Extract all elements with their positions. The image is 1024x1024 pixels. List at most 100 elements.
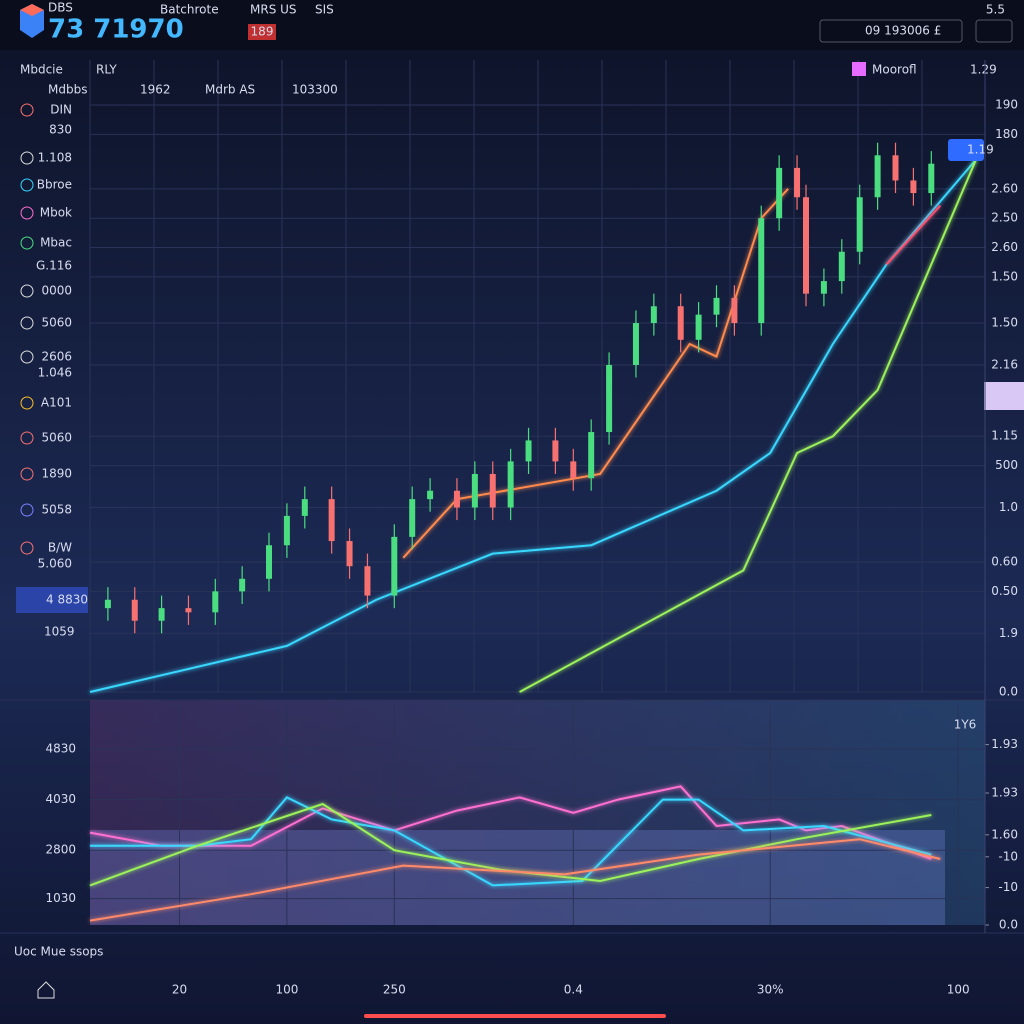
menu-item[interactable]: SIS	[315, 3, 334, 17]
candle-body	[874, 155, 881, 198]
sidebar-item: 2606	[41, 350, 72, 364]
line-series	[519, 159, 977, 693]
annotation: 103300	[292, 83, 338, 97]
badge: 189	[251, 25, 274, 39]
y2-tick-label: 0.0	[999, 918, 1018, 932]
line-series	[89, 158, 977, 693]
candle-body	[185, 608, 192, 613]
candle-body	[606, 364, 613, 433]
sidebar-item: 1.046	[38, 366, 72, 380]
sidebar-icon	[20, 151, 34, 165]
sidebar-icon	[20, 236, 34, 250]
sidebar-item: 5060	[41, 431, 72, 445]
sidebar-item: 1.108	[38, 151, 72, 165]
sidebar-icon	[20, 316, 34, 330]
candle-body	[570, 461, 577, 479]
x-tick-label: 0.4	[564, 983, 583, 997]
candle-body	[713, 297, 720, 315]
x-tick-label: 20	[172, 983, 187, 997]
candle-body	[695, 314, 702, 340]
y-tick-label: 180	[995, 127, 1018, 141]
candle-body	[471, 473, 478, 508]
candle-body	[677, 306, 684, 340]
line-series	[885, 204, 941, 266]
y-tick-label: 1030	[45, 891, 76, 905]
candle-body	[552, 440, 559, 462]
candle-body	[453, 490, 460, 508]
y-tick-label: 0.50	[991, 584, 1018, 598]
search-box[interactable]	[819, 19, 963, 43]
sidebar-item: 0000	[41, 284, 72, 298]
sidebar-icon	[20, 284, 34, 298]
sidebar-icon	[20, 503, 34, 517]
y-tick-label: 2.60	[991, 181, 1018, 195]
sidebar-icon	[20, 103, 34, 117]
candle-body	[803, 197, 809, 294]
logo-code: DBS	[48, 1, 73, 15]
y-tick-label: 0.60	[991, 555, 1018, 569]
y-tick-label: 500	[995, 458, 1018, 472]
sidebar-item: A101	[41, 396, 72, 410]
candle-body	[364, 566, 371, 596]
y2-tick-label: 1.93	[991, 737, 1018, 751]
candle-body	[409, 499, 416, 537]
line-series	[89, 838, 941, 922]
sidebar-icon	[20, 467, 34, 481]
candle-body	[158, 608, 165, 621]
y-tick-label: 2800	[45, 843, 76, 857]
menu-item[interactable]: Batchrote	[160, 3, 219, 17]
sidebar-item: Mbok	[40, 206, 72, 220]
sidebar-icon	[20, 396, 34, 410]
annotation: 1059	[44, 625, 75, 639]
sidebar-item: 1890	[41, 467, 72, 481]
side-box	[984, 382, 1024, 410]
indicator-bg	[90, 700, 985, 925]
y-tick-label: 4030	[45, 792, 76, 806]
y-tick-label: 1.50	[991, 269, 1018, 283]
home-icon[interactable]	[37, 981, 55, 999]
annotation: 1962	[140, 83, 171, 97]
candle-body	[632, 323, 639, 365]
sidebar-item: 5.060	[38, 557, 72, 571]
logo-top	[20, 4, 44, 16]
sidebar-item: 5060	[41, 316, 72, 330]
candle-body	[650, 306, 657, 324]
x-tick-label: 100	[275, 983, 298, 997]
y-tick-label: 2.16	[991, 357, 1018, 371]
candle-body	[820, 281, 827, 294]
price-box	[16, 587, 88, 613]
chart-subtitle: RLY	[96, 63, 117, 77]
chart-title: Mbdcie	[20, 63, 63, 77]
candle-body	[391, 536, 398, 596]
candle-body	[731, 297, 738, 324]
sidebar-icon	[20, 206, 34, 220]
candle-body	[758, 218, 765, 324]
y2-tick-label: -10	[998, 849, 1018, 863]
sidebar-icon	[20, 431, 34, 445]
candle-body	[856, 197, 863, 252]
corner-value: 5.5	[986, 3, 1005, 17]
x-tick-label: 30%	[757, 983, 784, 997]
candle-body	[346, 541, 353, 567]
sidebar-icon	[20, 541, 34, 555]
panel-label: 1Y6	[954, 718, 977, 732]
sidebar-icon	[20, 178, 34, 192]
y-tick-label: 0.0	[999, 685, 1018, 699]
search-text[interactable]: 09 193006 £	[865, 24, 941, 38]
candle-body	[794, 167, 801, 198]
footer-caption: Uoc Mue ssops	[14, 945, 103, 959]
y-tick-label: 190	[995, 98, 1018, 112]
price-flag	[948, 139, 984, 161]
y-tick-label: 1.50	[991, 316, 1018, 330]
annotation: Moorofl	[872, 63, 917, 77]
menu-item[interactable]: MRS US	[250, 3, 297, 17]
logo-value: 73 71970	[48, 15, 184, 45]
candle-body	[239, 578, 246, 592]
x-tick-label: 100	[947, 983, 970, 997]
y-tick-label: 1.9	[999, 626, 1018, 640]
sidebar-item: B/W	[48, 541, 72, 555]
menu-button[interactable]	[975, 19, 1013, 43]
candle-body	[507, 461, 514, 508]
y2-tick-label: 1.60	[991, 827, 1018, 841]
sidebar-item: 5058	[41, 503, 72, 517]
